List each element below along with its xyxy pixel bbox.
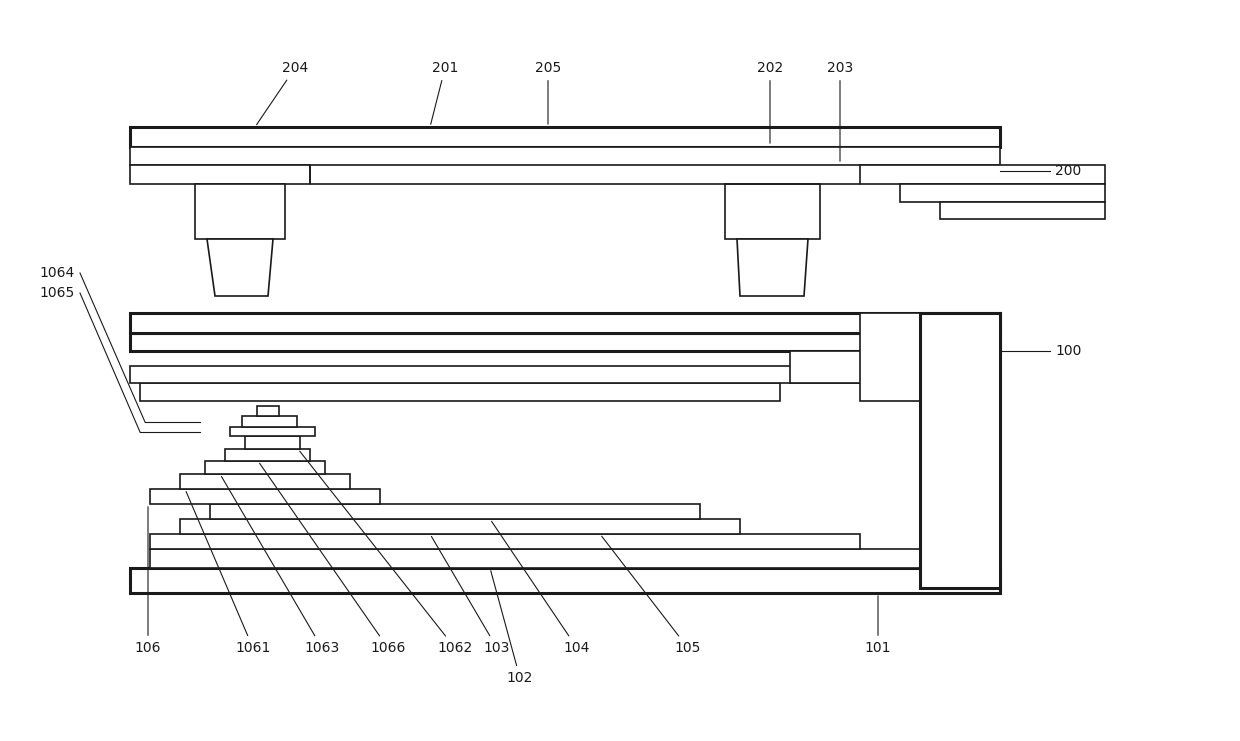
- Text: 204: 204: [257, 61, 308, 124]
- Bar: [130, 127, 999, 147]
- Polygon shape: [737, 239, 808, 296]
- Text: 101: 101: [864, 596, 892, 655]
- Text: 100: 100: [1055, 344, 1081, 358]
- Bar: [140, 383, 780, 401]
- Bar: [130, 333, 999, 351]
- Bar: [257, 406, 279, 416]
- Bar: [130, 147, 999, 165]
- Text: 200: 200: [1055, 164, 1081, 178]
- Bar: [900, 184, 1105, 202]
- Text: 201: 201: [430, 61, 459, 124]
- Polygon shape: [207, 239, 273, 296]
- Bar: [130, 313, 999, 333]
- Bar: [150, 534, 861, 549]
- Text: 1065: 1065: [40, 286, 74, 300]
- Bar: [195, 184, 285, 239]
- Text: 203: 203: [827, 61, 853, 162]
- Text: 202: 202: [756, 61, 784, 143]
- Bar: [861, 165, 1105, 184]
- Bar: [224, 449, 310, 461]
- Bar: [205, 461, 325, 474]
- Bar: [180, 474, 350, 489]
- Text: 105: 105: [601, 536, 701, 655]
- Bar: [130, 165, 310, 184]
- Text: 1064: 1064: [40, 266, 74, 280]
- Bar: [130, 366, 890, 383]
- Bar: [790, 351, 965, 383]
- Bar: [725, 184, 820, 239]
- Bar: [861, 313, 965, 401]
- Bar: [246, 436, 300, 449]
- Text: 1061: 1061: [186, 491, 270, 655]
- Text: 102: 102: [491, 571, 533, 685]
- Bar: [180, 519, 740, 534]
- Bar: [130, 568, 999, 593]
- Bar: [920, 313, 999, 588]
- Text: 1066: 1066: [259, 463, 405, 655]
- Text: 106: 106: [135, 507, 161, 655]
- Text: 205: 205: [534, 61, 562, 124]
- Bar: [150, 489, 379, 504]
- Bar: [210, 504, 701, 519]
- Text: 1063: 1063: [222, 476, 340, 655]
- Bar: [150, 549, 980, 568]
- Bar: [940, 202, 1105, 219]
- Bar: [229, 427, 315, 436]
- Text: 104: 104: [491, 522, 590, 655]
- Bar: [242, 416, 298, 427]
- Text: 1062: 1062: [300, 451, 472, 655]
- Text: 103: 103: [432, 536, 510, 655]
